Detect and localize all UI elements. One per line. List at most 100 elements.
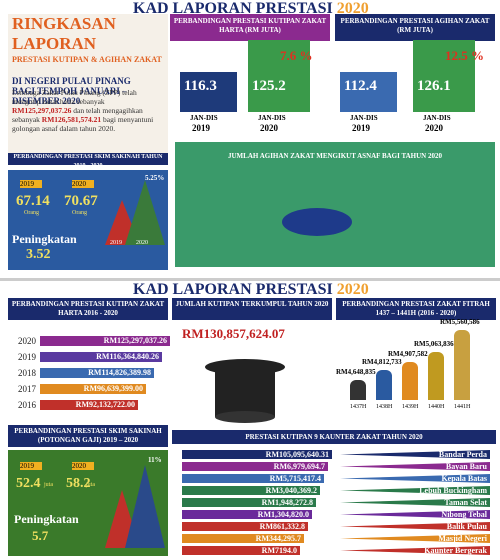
amount: RM5,063,836 — [414, 340, 454, 348]
kaunter-label: Nibong Tebal — [340, 510, 490, 519]
amount: RM1,948,272.8 — [261, 498, 313, 507]
skim-header: PERBANDINGAN PRESTASI SKIM SAKINAH TAHUN… — [8, 153, 168, 169]
year: 2017 — [18, 384, 36, 394]
summary-period: DI NEGERI PULAU PINANG BAGI TEMPOH JANUA… — [12, 76, 131, 106]
sakinah-triangles — [105, 465, 165, 548]
hat — [205, 359, 285, 423]
total-amount: RM130,857,624.07 — [182, 326, 285, 341]
kaunter-label: Lebuh Buckingham — [340, 486, 490, 495]
summary-amount: RM126,581,574.21 — [41, 115, 102, 124]
name: Kepala Batas — [441, 474, 487, 483]
summary-line: Lembaga Zakat Pulau Pinang (ZPP) telah m… — [12, 88, 137, 106]
name: Masjid Negeri — [438, 534, 487, 543]
amount: RM7194.0 — [261, 546, 297, 555]
year: 1437H — [350, 404, 367, 410]
kutipan-header: PERBANDINGAN PRESTASI KUTIPAN ZAKAT HART… — [170, 14, 330, 41]
summary-amount: RM125,297,037.26 — [12, 106, 72, 115]
title: KAD LAPORAN PRESTASI 2020 — [133, 281, 369, 299]
sakinah-header: PERBANDINGAN PRESTASI SKIM SAKINAH (POTO… — [8, 425, 168, 447]
bar: RM116,364,840.26 — [40, 352, 162, 362]
bar — [376, 370, 392, 400]
year: 2019 — [18, 352, 36, 362]
amount: RM1,304,820.0 — [257, 510, 309, 519]
kaunter-bar: RM861,332.8 — [182, 522, 308, 531]
amount: RM114,826,389.98 — [88, 368, 151, 377]
summary-line: bagi menyantuni golongan asnaf dalam tah… — [12, 115, 154, 133]
bar: RM125,297,037.26 — [40, 336, 170, 346]
bar — [350, 380, 366, 400]
summary-box — [8, 14, 168, 164]
bar: RM92,132,722.00 — [40, 400, 138, 410]
kaunter-bar: RM6,979,694.7 — [182, 462, 328, 471]
amount: RM4,648,835 — [336, 368, 376, 376]
pie — [282, 208, 352, 236]
year: 2020 — [260, 123, 278, 133]
amount: RM6,979,694.7 — [273, 462, 325, 471]
unit: juta — [44, 482, 53, 488]
kaunter-bar: RM344,295.7 — [182, 534, 304, 543]
agihan-box — [340, 72, 397, 112]
skim-triangles — [105, 180, 165, 245]
title-text: KAD LAPORAN PRESTASI — [133, 281, 333, 298]
kaunter-label: Bayan Baru — [340, 462, 490, 471]
year: 2020 — [136, 240, 148, 246]
kaunter-title: PRESTASI KUTIPAN 9 KAUNTER ZAKAT TAHUN 2… — [245, 433, 423, 441]
name: Bayan Baru — [445, 462, 487, 471]
value: 52.4 — [16, 476, 41, 491]
kaunter-bar: RM1,948,272.8 — [182, 498, 316, 507]
title-year: 2020 — [336, 281, 369, 298]
bar: RM114,826,389.98 — [40, 368, 154, 378]
amount: RM96,639,399.00 — [83, 384, 143, 393]
amount: RM125,297,037.26 — [103, 336, 167, 345]
year: 2019 — [110, 240, 122, 246]
year: 1439H — [402, 404, 419, 410]
asnaf-panel — [175, 142, 495, 267]
year: 1440H — [428, 404, 445, 410]
kaunter-label: Taman Selat — [340, 498, 490, 507]
change-label: Peningkatan — [12, 232, 77, 246]
kaunter-label: Balik Pulau — [340, 522, 490, 531]
kaunter-bar: RM5,715,417.4 — [182, 474, 324, 483]
amount: RM4,907,582 — [388, 350, 428, 358]
year: 2016 — [18, 400, 36, 410]
total-header: JUMLAH KUTIPAN TERKUMPUL TAHUN 2020 — [172, 298, 332, 320]
value: 70.67 — [64, 193, 98, 209]
kaunter-label: Masjid Negeri — [340, 534, 490, 543]
kaunter-header: PRESTASI KUTIPAN 9 KAUNTER ZAKAT TAHUN 2… — [172, 430, 496, 444]
year: 2019 — [192, 123, 210, 133]
amount: RM105,095,640.31 — [265, 450, 329, 459]
growth: 7.6 % — [280, 48, 313, 63]
name: Nibong Tebal — [441, 510, 487, 519]
asnaf-title: JUMLAH AGIHAN ZAKAT MENGIKUT ASNAF BAGI … — [228, 152, 442, 160]
harta-title: PERBANDINGAN PRESTASI KUTIPAN ZAKAT HART… — [11, 300, 165, 317]
period: JAN-DIS — [423, 114, 451, 122]
total-title: JUMLAH KUTIPAN TERKUMPUL TAHUN 2020 — [175, 300, 329, 308]
name: Kaunter Bergerak — [424, 546, 487, 555]
year: 2020 — [72, 462, 94, 470]
kaunter-bar: RM3,040,369.2 — [182, 486, 320, 495]
bar: RM96,639,399.00 — [40, 384, 146, 394]
year: 2020 — [425, 123, 443, 133]
amount: RM5,560,586 — [440, 318, 480, 326]
amount: RM4,812,733 — [362, 358, 402, 366]
bar — [402, 362, 418, 400]
kaunter-bar: RM105,095,640.31 — [182, 450, 332, 459]
kaunter-bar: RM1,304,820.0 — [182, 510, 312, 519]
year: 2019 — [20, 180, 42, 188]
growth: 12.5 % — [445, 48, 484, 63]
kutipan-title: PERBANDINGAN PRESTASI KUTIPAN ZAKAT HART… — [173, 17, 327, 34]
title-text: KAD LAPORAN PRESTASI — [133, 0, 333, 17]
amount: RM3,040,369.2 — [265, 486, 317, 495]
year: 2018 — [18, 368, 36, 378]
value: 67.14 — [16, 193, 50, 209]
kaunter-label: Kaunter Bergerak — [340, 546, 490, 555]
year: 2020 — [18, 336, 36, 346]
unit: juta — [86, 482, 95, 488]
change-label: Peningkatan — [14, 512, 79, 526]
fitrah-title: PERBANDINGAN PRESTASI ZAKAT FITRAH 1437 … — [342, 300, 490, 317]
growth: 5.25% — [145, 174, 165, 182]
skim-title: PERBANDINGAN PRESTASI SKIM SAKINAH TAHUN… — [13, 154, 163, 169]
summary-subheading: PRESTASI KUTIPAN & AGIHAN ZAKAT — [12, 55, 162, 64]
value: 58.2 — [66, 476, 91, 491]
